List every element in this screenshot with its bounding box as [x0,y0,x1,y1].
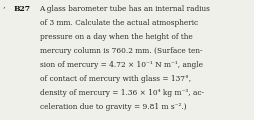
Text: celeration due to gravity = 9.81 m s⁻².): celeration due to gravity = 9.81 m s⁻².) [39,103,185,111]
Text: pressure on a day when the height of the: pressure on a day when the height of the [39,33,192,41]
Text: of 3 mm. Calculate the actual atmospheric: of 3 mm. Calculate the actual atmospheri… [39,19,197,27]
Text: density of mercury = 1.36 × 10⁴ kg m⁻³, ac-: density of mercury = 1.36 × 10⁴ kg m⁻³, … [39,89,203,97]
Text: of contact of mercury with glass = 137°,: of contact of mercury with glass = 137°, [39,75,190,83]
Text: mercury column is 760.2 mm. (Surface ten-: mercury column is 760.2 mm. (Surface ten… [39,47,201,55]
Text: sion of mercury = 4.72 × 10⁻¹ N m⁻¹, angle: sion of mercury = 4.72 × 10⁻¹ N m⁻¹, ang… [39,61,202,69]
Text: ’: ’ [3,5,5,13]
Text: A glass barometer tube has an internal radius: A glass barometer tube has an internal r… [39,5,210,13]
Text: B27: B27 [14,5,31,13]
